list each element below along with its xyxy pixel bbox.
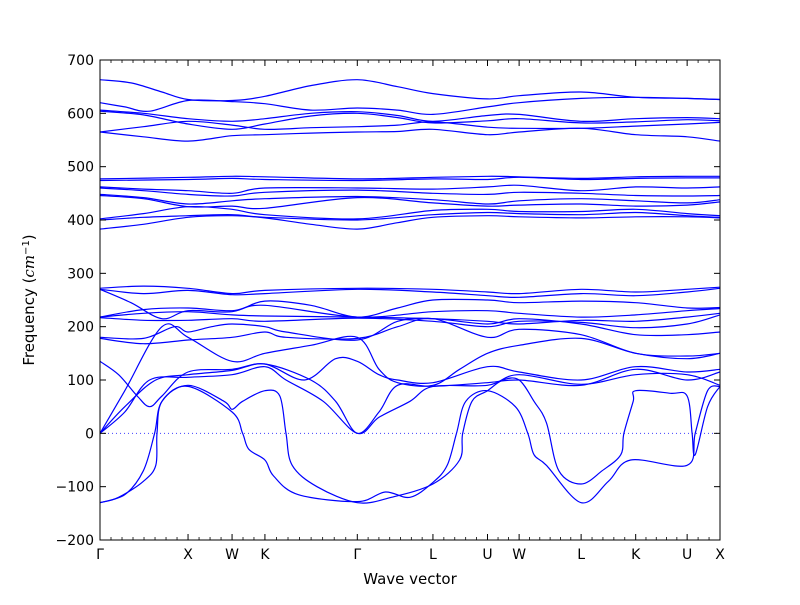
band-line [100,323,720,434]
y-tick-label: 200 [67,320,94,336]
x-tick-label: W [225,547,239,563]
band-line [100,96,720,116]
x-tick-label: L [429,547,437,563]
band-line [100,288,720,320]
band-lines [100,79,720,504]
band-line [100,120,720,133]
band-line [100,175,720,180]
band-line [100,385,720,504]
band-line [100,205,720,220]
y-tick-label: 500 [67,160,94,176]
y-tick-label: −100 [56,480,94,496]
x-tick-label: K [260,547,270,563]
band-line [100,110,720,130]
y-tick-label: 700 [67,53,94,69]
x-tick-label: U [482,547,492,563]
band-line [100,193,720,205]
x-tick-label: L [577,547,585,563]
y-axis: −200 −100 0 100 200 300 400 500 600 700 [56,53,720,549]
y-tick-label: 400 [67,213,94,229]
x-tick-label: X [183,547,193,563]
band-line [100,187,720,197]
y-tick-label: 100 [67,373,94,389]
band-line [100,287,720,298]
band-line [100,184,720,194]
band-line [100,366,720,435]
x-tick-label: X [715,547,725,563]
x-tick-label: Γ [353,547,361,563]
x-tick-label: W [512,547,526,563]
band-line [100,304,720,318]
plot-frame [99,59,721,541]
x-tick-label: Γ [96,547,104,563]
band-line [100,356,720,408]
y-tick-label: −200 [56,533,94,549]
band-line [100,176,720,182]
y-tick-label: 0 [85,426,94,442]
band-line [100,79,720,102]
y-axis-label: Frequency (cm−1) [20,234,38,365]
y-tick-label: 300 [67,266,94,282]
band-line [100,377,720,504]
band-line [100,109,720,123]
band-line [100,317,720,357]
x-axis-label: Wave vector [363,570,457,588]
band-line [100,314,720,329]
band-line [100,317,720,341]
band-line [100,127,720,142]
x-tick-label: K [631,547,641,563]
x-tick-label: U [682,547,692,563]
band-line [100,285,720,295]
band-line [100,215,720,230]
y-tick-label: 600 [67,106,94,122]
band-line [100,211,720,221]
plot-area [99,59,721,541]
